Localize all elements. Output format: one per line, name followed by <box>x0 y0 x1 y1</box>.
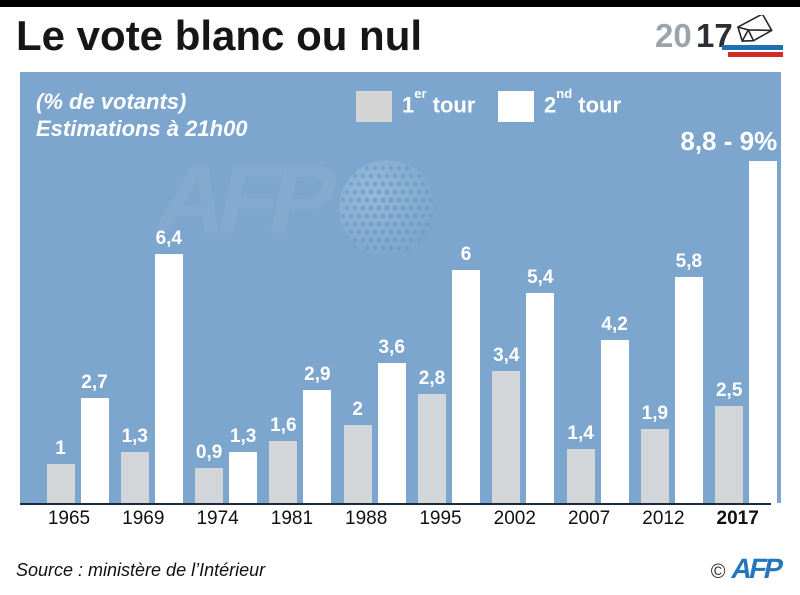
svg-text:20: 20 <box>655 17 692 54</box>
